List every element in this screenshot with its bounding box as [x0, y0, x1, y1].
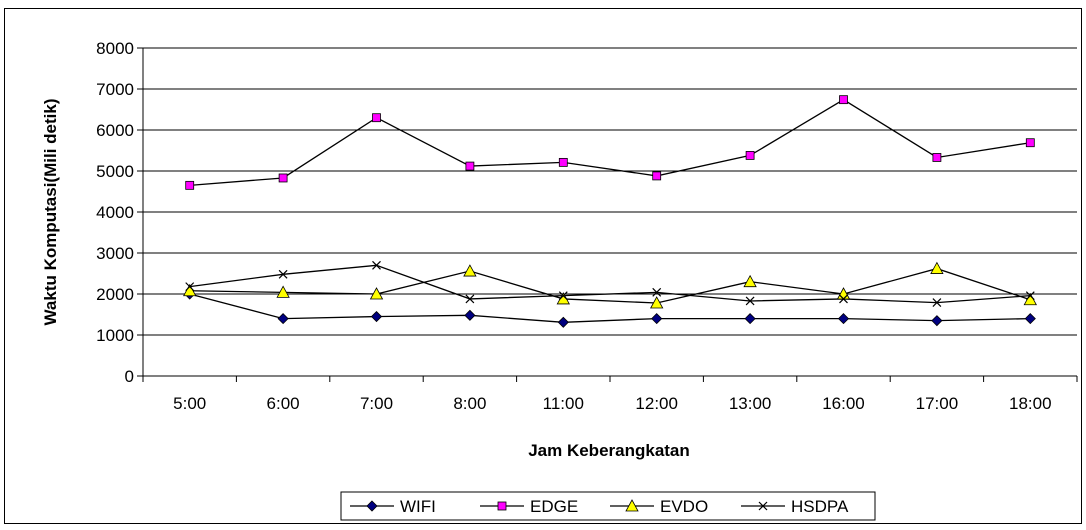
y-tick-label-2000: 2000: [96, 285, 134, 304]
axes: [137, 47, 1078, 382]
point-evdo-4: [556, 292, 570, 305]
point-wifi-2: [370, 310, 383, 323]
legend-marker-edge: [497, 501, 507, 511]
point-evdo-1: [276, 285, 290, 298]
point-wifi-6: [744, 313, 756, 325]
point-hsdpa-7: [839, 294, 848, 304]
y-tick-label-4000: 4000: [96, 203, 134, 222]
point-hsdpa-4-b: [558, 291, 568, 301]
legend-label-evdo: EVDO: [660, 497, 708, 516]
point-hsdpa-3-b: [465, 294, 475, 304]
point-hsdpa-2-b: [372, 260, 381, 270]
legend-label-edge: EDGE: [530, 497, 578, 516]
point-evdo-5: [650, 296, 664, 309]
point-edge-3: [465, 161, 475, 171]
x-tick-label-7:00: 7:00: [360, 394, 393, 413]
legend-marker-wifi: [366, 500, 378, 512]
y-axis-title: Waktu Komputasi(Mili detik): [41, 99, 60, 326]
x-tick-label-6:00: 6:00: [267, 394, 300, 413]
point-hsdpa-6-b: [745, 296, 755, 306]
point-evdo-6: [743, 274, 757, 288]
y-tick-label-3000: 3000: [96, 244, 134, 263]
chart-frame: [4, 8, 1082, 524]
y-tick-label-1000: 1000: [96, 326, 134, 345]
y-tick-label-7000: 7000: [96, 80, 134, 99]
series-line-hsdpa: [189, 264, 1031, 304]
point-hsdpa-1-b: [278, 269, 288, 279]
legend-label-wifi: WIFI: [400, 497, 436, 516]
point-hsdpa-6: [745, 296, 755, 306]
point-edge-6: [745, 151, 755, 160]
series-line-wifi: [189, 293, 1031, 323]
y-tick-label-0: 0: [125, 367, 134, 386]
tick-labels: 0 1000 2000 3000 4000 5000 6000 7000 8000 5:00 6:0…: [96, 39, 1051, 413]
x-tick-label-16:00: 16:00: [822, 394, 865, 413]
point-wifi-3: [464, 309, 476, 321]
point-hsdpa-0-b: [185, 282, 195, 292]
point-wifi-5: [651, 313, 663, 325]
point-hsdpa-7-b: [839, 294, 848, 304]
point-evdo-8: [930, 261, 944, 274]
series-markers: [183, 95, 1037, 328]
point-hsdpa-0: [185, 282, 195, 292]
x-tick-label-18:00: 18:00: [1009, 394, 1052, 413]
point-hsdpa-1: [278, 269, 288, 279]
point-hsdpa-4: [558, 291, 568, 301]
series-line-edge: [189, 98, 1031, 186]
point-edge-0: [185, 180, 195, 190]
point-edge-5: [652, 171, 662, 181]
point-hsdpa-5-b: [652, 287, 662, 297]
legend-box: [340, 491, 876, 521]
x-axis-title: Jam Keberangkatan: [528, 441, 690, 460]
point-edge-1: [278, 173, 288, 183]
point-edge-9: [1025, 138, 1035, 148]
legend-marker-hsdpa-b: [758, 501, 768, 511]
point-hsdpa-2: [372, 260, 381, 270]
series-lines: [189, 98, 1031, 323]
legend: WIFI EDGE EVDO HSDPA: [340, 491, 876, 521]
point-hsdpa-9-b: [1025, 291, 1035, 301]
point-edge-2: [372, 113, 381, 123]
point-edge-4: [558, 157, 568, 167]
x-tick-label-13:00: 13:00: [729, 394, 772, 413]
x-tick-label-17:00: 17:00: [916, 394, 959, 413]
point-wifi-9: [1024, 313, 1036, 325]
point-hsdpa-3: [465, 294, 475, 304]
point-edge-7: [839, 95, 848, 105]
point-hsdpa-8-b: [932, 298, 942, 308]
point-wifi-1: [277, 313, 289, 325]
point-wifi-4: [557, 316, 569, 328]
x-tick-label-11:00: 11:00: [543, 394, 584, 413]
legend-marker-evdo: [625, 499, 639, 512]
point-hsdpa-9: [1025, 291, 1035, 301]
point-evdo-2: [369, 287, 384, 300]
series-line-evdo: [189, 267, 1031, 304]
legend-marker-hsdpa: [758, 501, 768, 511]
legend-label-hsdpa: HSDPA: [791, 497, 849, 516]
x-tick-label-8:00: 8:00: [453, 394, 486, 413]
point-wifi-7: [837, 313, 850, 325]
x-tick-label-5:00: 5:00: [173, 394, 206, 413]
gridlines: [143, 47, 1077, 336]
point-edge-8: [932, 153, 942, 162]
point-hsdpa-8: [932, 298, 942, 308]
point-hsdpa-5: [652, 287, 662, 297]
x-tick-label-12:00: 12:00: [635, 394, 678, 413]
point-wifi-8: [931, 315, 943, 327]
y-tick-label-5000: 5000: [96, 162, 134, 181]
y-tick-label-6000: 6000: [96, 121, 134, 140]
point-evdo-3: [463, 264, 477, 277]
y-tick-label-8000: 8000: [96, 39, 134, 58]
